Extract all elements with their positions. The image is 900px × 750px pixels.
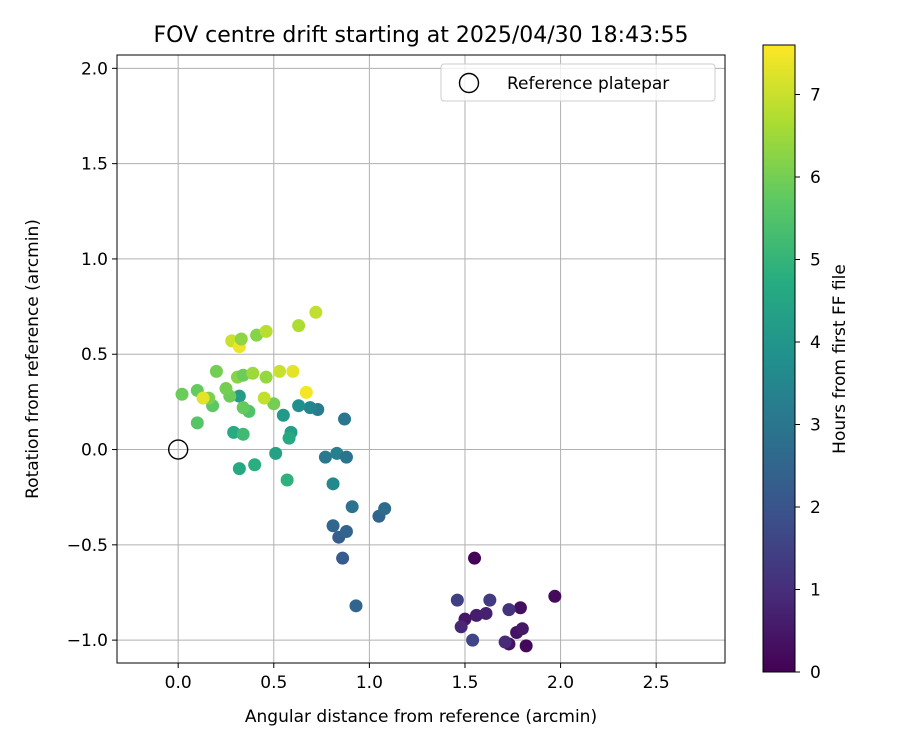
data-point (292, 399, 306, 413)
colorbar-tick-label: 3 (810, 416, 821, 436)
x-axis-ticks: 0.0 0.5 1.0 1.5 2.0 2.5 (165, 663, 670, 693)
data-point (190, 416, 204, 430)
y-axis-label: Rotation from reference (arcmin) (23, 219, 43, 499)
data-point (232, 389, 246, 403)
data-point (502, 603, 516, 617)
data-point (219, 382, 233, 396)
y-tick-label: 0.0 (81, 441, 108, 461)
data-point (280, 473, 294, 487)
data-point (479, 606, 493, 620)
data-point (378, 502, 392, 516)
reference-point-marker (167, 439, 189, 460)
data-point (196, 391, 210, 405)
data-point (209, 364, 223, 378)
data-point (234, 332, 248, 346)
data-point (339, 524, 353, 538)
y-tick-label: 2.0 (81, 59, 108, 79)
x-tick-label: 1.5 (451, 673, 478, 693)
data-point (339, 450, 353, 464)
colorbar: 0 1 2 3 4 5 6 7 Hours from first FF file (762, 44, 850, 683)
colorbar-tick-label: 4 (810, 333, 821, 353)
data-point (246, 366, 260, 380)
data-point (338, 412, 352, 426)
data-point (259, 324, 273, 338)
data-point (326, 519, 340, 533)
data-point (232, 462, 246, 476)
colorbar-tick-label: 2 (810, 498, 821, 518)
data-point (498, 635, 512, 649)
colorbar-frame (762, 44, 796, 673)
x-tick-label: 2.0 (547, 673, 574, 693)
data-point (450, 593, 464, 607)
chart-title: FOV centre drift starting at 2025/04/30 … (154, 23, 689, 48)
colorbar-gradient (763, 45, 795, 672)
data-point (276, 408, 290, 422)
x-axis-label: Angular distance from reference (arcmin) (245, 707, 597, 727)
x-tick-label: 1.0 (356, 673, 383, 693)
data-points (175, 305, 562, 653)
y-tick-label: 1.0 (81, 250, 108, 270)
data-point (299, 385, 313, 399)
data-point (515, 622, 529, 636)
y-tick-label: 0.5 (81, 345, 108, 365)
plot-area: 0.0 0.5 1.0 1.5 2.0 2.5 −1.0 −0.5 0.0 0.5 1.0 1.5 2… (67, 54, 726, 693)
data-point (175, 387, 189, 401)
data-point (345, 500, 359, 514)
data-point (269, 446, 283, 460)
data-point (286, 364, 300, 378)
y-tick-label: −1.0 (67, 631, 108, 651)
data-point (248, 458, 262, 472)
data-point (309, 305, 323, 319)
x-tick-label: 2.5 (643, 673, 670, 693)
colorbar-ticks: 0 1 2 3 4 5 6 7 (795, 86, 821, 683)
legend-label: Reference platepar (507, 74, 669, 94)
data-point (468, 551, 482, 565)
y-tick-label: −0.5 (67, 536, 108, 556)
data-point (292, 319, 306, 333)
y-axis-ticks: −1.0 −0.5 0.0 0.5 1.0 1.5 2.0 (67, 59, 117, 651)
data-point (303, 401, 317, 415)
data-point (466, 633, 480, 647)
data-point (326, 477, 340, 491)
data-point (336, 551, 350, 565)
data-point (236, 427, 250, 441)
data-point (259, 370, 273, 384)
plot-background (117, 55, 725, 663)
data-point (454, 620, 468, 634)
data-point (483, 593, 497, 607)
legend-box (440, 63, 716, 102)
legend-marker (458, 72, 480, 94)
y-tick-label: 1.5 (81, 155, 108, 175)
data-point (318, 450, 332, 464)
x-tick-label: 0.5 (260, 673, 287, 693)
x-tick-label: 0.0 (165, 673, 192, 693)
colorbar-tick-label: 5 (810, 251, 821, 271)
colorbar-tick-label: 7 (810, 86, 821, 106)
data-point (513, 601, 527, 615)
colorbar-label: Hours from first FF file (830, 264, 850, 454)
plot-frame (116, 54, 726, 664)
data-point (273, 364, 287, 378)
data-point (519, 639, 533, 653)
data-point (349, 599, 363, 613)
data-point (548, 589, 562, 603)
colorbar-tick-label: 6 (810, 168, 821, 188)
data-point (236, 401, 250, 415)
data-point (267, 397, 281, 411)
data-point (282, 431, 296, 445)
legend: Reference platepar (440, 63, 716, 102)
colorbar-tick-label: 1 (810, 581, 821, 601)
colorbar-tick-label: 0 (810, 663, 821, 683)
data-point (257, 391, 271, 405)
